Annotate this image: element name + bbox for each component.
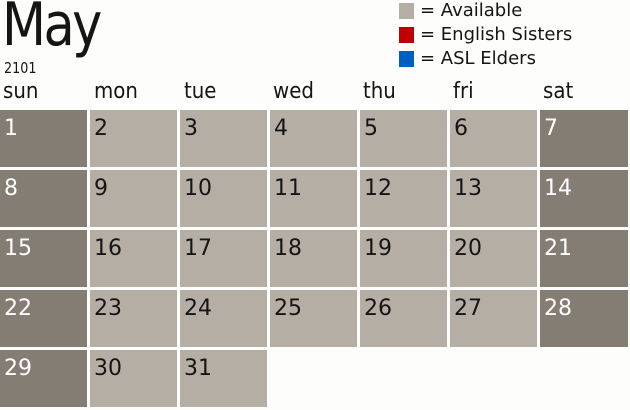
day-number: 18 (274, 236, 302, 261)
day-cell[interactable]: 28 (540, 290, 628, 347)
day-cell[interactable]: 24 (180, 290, 267, 347)
day-number: 20 (454, 236, 482, 261)
day-number: 4 (274, 116, 288, 141)
legend-item-available: = Available (399, 0, 522, 21)
day-cell[interactable]: 22 (0, 290, 87, 347)
day-cell[interactable]: 26 (360, 290, 447, 347)
day-number: 30 (94, 356, 122, 381)
day-number: 25 (274, 296, 302, 321)
day-number: 21 (544, 236, 572, 261)
day-cell[interactable]: 11 (270, 170, 357, 227)
day-cell[interactable]: 2 (90, 110, 177, 167)
day-number: 15 (4, 236, 32, 261)
day-cell[interactable]: 29 (0, 350, 87, 407)
legend-swatch (399, 26, 414, 43)
day-cell[interactable]: 10 (180, 170, 267, 227)
day-cell[interactable]: 13 (450, 170, 537, 227)
weekday-header-thu: thu (363, 79, 396, 104)
weekday-header-sun: sun (3, 79, 39, 104)
day-cell[interactable]: 3 (180, 110, 267, 167)
day-number: 2 (94, 116, 108, 141)
day-cell[interactable]: 23 (90, 290, 177, 347)
day-number: 1 (4, 116, 18, 141)
day-number: 7 (544, 116, 558, 141)
legend-swatch (399, 2, 414, 19)
day-number: 26 (364, 296, 392, 321)
legend-item-english-sisters: = English Sisters (399, 24, 572, 45)
day-cell[interactable]: 19 (360, 230, 447, 287)
day-cell[interactable]: 14 (540, 170, 628, 227)
day-cell[interactable]: 27 (450, 290, 537, 347)
day-cell[interactable]: 16 (90, 230, 177, 287)
legend-label: = English Sisters (420, 24, 573, 45)
day-number: 24 (184, 296, 212, 321)
day-cell[interactable]: 18 (270, 230, 357, 287)
day-cell[interactable]: 1 (0, 110, 87, 167)
legend-item-asl-elders: = ASL Elders (399, 48, 536, 69)
day-cell[interactable]: 31 (180, 350, 267, 407)
day-cell[interactable]: 15 (0, 230, 87, 287)
day-number: 11 (274, 176, 302, 201)
day-number: 6 (454, 116, 468, 141)
day-number: 14 (544, 176, 572, 201)
legend-label: = Available (420, 0, 523, 21)
year-label: 2101 (4, 59, 37, 77)
day-cell[interactable]: 5 (360, 110, 447, 167)
day-number: 19 (364, 236, 392, 261)
day-cell[interactable]: 9 (90, 170, 177, 227)
day-number: 22 (4, 296, 32, 321)
day-cell[interactable]: 12 (360, 170, 447, 227)
legend-swatch (399, 50, 414, 67)
day-cell[interactable]: 20 (450, 230, 537, 287)
day-cell[interactable]: 25 (270, 290, 357, 347)
day-number: 9 (94, 176, 108, 201)
day-cell[interactable]: 17 (180, 230, 267, 287)
day-number: 27 (454, 296, 482, 321)
day-number: 16 (94, 236, 122, 261)
day-cell[interactable]: 8 (0, 170, 87, 227)
day-number: 8 (4, 176, 18, 201)
weekday-header-fri: fri (453, 79, 474, 104)
month-title: May (2, 0, 102, 60)
day-number: 13 (454, 176, 482, 201)
weekday-header-mon: mon (94, 79, 138, 104)
day-number: 17 (184, 236, 212, 261)
day-cell[interactable]: 30 (90, 350, 177, 407)
weekday-header-tue: tue (184, 79, 217, 104)
day-cell[interactable]: 7 (540, 110, 628, 167)
day-cell[interactable]: 6 (450, 110, 537, 167)
day-number: 31 (184, 356, 212, 381)
weekday-header-wed: wed (273, 79, 314, 104)
day-cell[interactable]: 21 (540, 230, 628, 287)
day-number: 3 (184, 116, 198, 141)
day-cell[interactable]: 4 (270, 110, 357, 167)
legend-label: = ASL Elders (420, 48, 536, 69)
day-number: 23 (94, 296, 122, 321)
day-number: 12 (364, 176, 392, 201)
day-number: 5 (364, 116, 378, 141)
day-number: 10 (184, 176, 212, 201)
day-number: 28 (544, 296, 572, 321)
day-number: 29 (4, 356, 32, 381)
weekday-header-sat: sat (543, 79, 574, 104)
